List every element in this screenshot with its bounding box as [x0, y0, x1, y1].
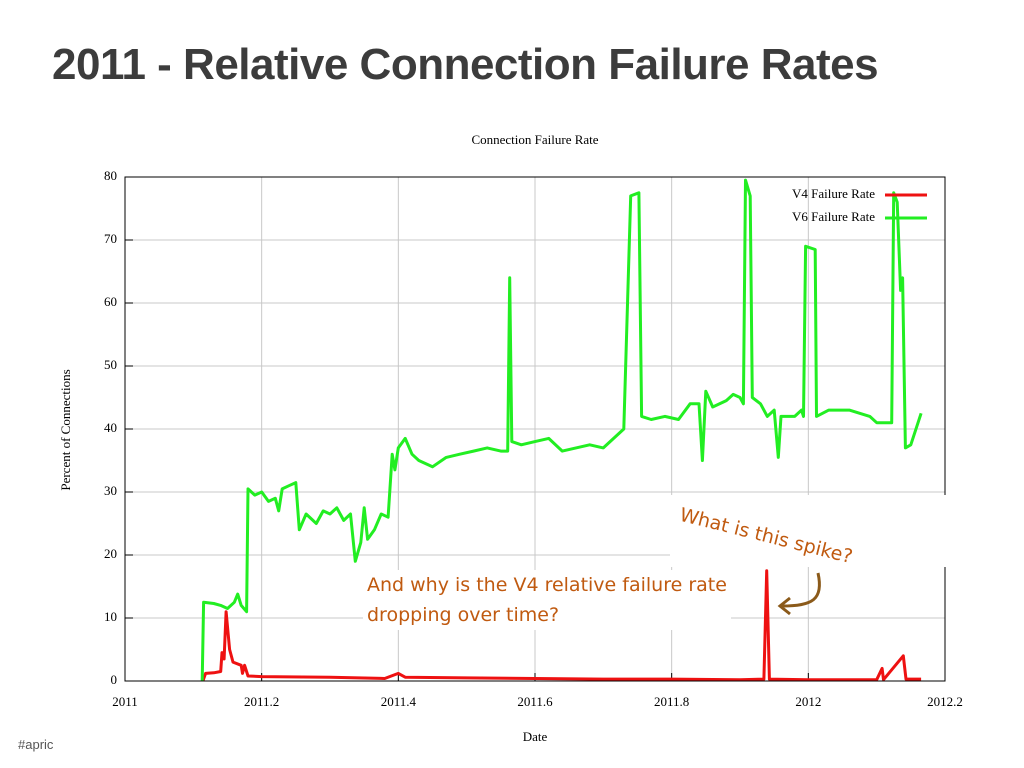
- slide-title: 2011 - Relative Connection Failure Rates: [52, 40, 879, 89]
- arrow: [777, 572, 821, 616]
- x-tick-label: 2012.2: [927, 694, 963, 709]
- x-axis-label: Date: [523, 729, 548, 744]
- y-tick-label: 70: [104, 231, 117, 246]
- v4-annotation: And why is the V4 relative failure rate …: [363, 570, 731, 630]
- legend-label: V6 Failure Rate: [792, 209, 875, 224]
- y-tick-label: 10: [104, 609, 117, 624]
- legend: V4 Failure Rate V6 Failure Rate: [792, 186, 927, 224]
- x-tick-label: 2011.8: [654, 694, 689, 709]
- x-tick-label: 2011: [112, 694, 138, 709]
- legend-label: V4 Failure Rate: [792, 186, 875, 201]
- x-tick-label: 2012: [795, 694, 821, 709]
- lines: [200, 178, 923, 682]
- y-tick-label: 80: [104, 168, 117, 183]
- series-line: [201, 569, 922, 682]
- y-tick-label: 0: [111, 672, 118, 687]
- y-tick-label: 40: [104, 420, 117, 435]
- x-tick-label: 2011.2: [244, 694, 279, 709]
- footer: #apric: [18, 737, 54, 752]
- y-tick-label: 60: [104, 294, 117, 309]
- y-tick-label: 50: [104, 357, 117, 372]
- y-axis-label: Percent of Connections: [58, 369, 73, 490]
- y-tick-label: 30: [104, 483, 117, 498]
- chart-title: Connection Failure Rate: [471, 132, 598, 147]
- y-tick-label: 20: [104, 546, 117, 561]
- x-tick-label: 2011.6: [517, 694, 553, 709]
- note-background: [670, 495, 948, 567]
- plot-frame: [124, 176, 946, 682]
- x-tick-label: 2011.4: [381, 694, 417, 709]
- series-line: [200, 178, 923, 682]
